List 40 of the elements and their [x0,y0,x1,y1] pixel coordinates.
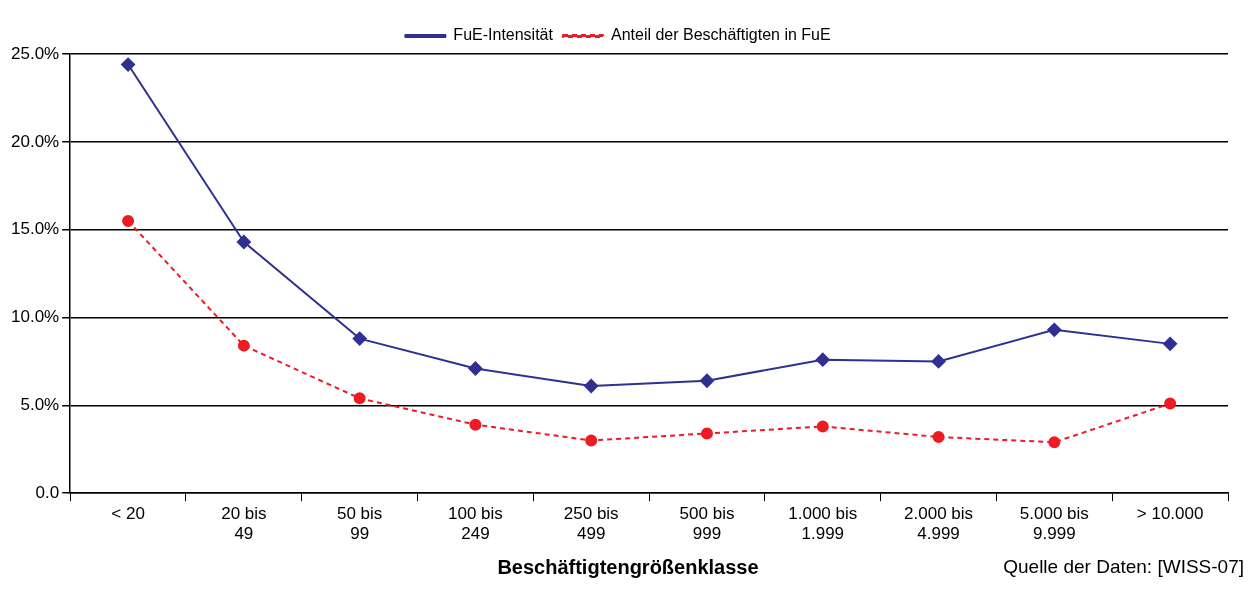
point [585,434,598,447]
point [1048,436,1061,449]
point [121,57,136,72]
x-tick-label: 100 bis 249 [448,504,503,544]
point [699,373,714,388]
point [816,420,829,433]
legend-label: Anteil der Beschäftigten in FuE [610,26,831,44]
point [815,352,830,367]
point [469,418,482,431]
point [931,354,946,369]
y-tick-label: 10.0% [11,307,60,327]
point [1047,322,1062,337]
point [700,427,713,440]
y-tick-label: 20.0% [11,131,60,151]
point [932,430,945,443]
point [353,392,366,405]
x-tick-label: 250 bis 499 [563,504,619,544]
x-tick-label: 2.000 bis 4.999 [904,504,974,544]
point [468,361,483,376]
point [1164,397,1177,410]
x-tick-label: > 10.000 [1136,504,1204,524]
x-tick-label: 5.000 bis 9.999 [1019,504,1089,544]
point [584,379,599,394]
point [352,331,367,346]
x-tick-label: 1.000 bis 1.999 [788,504,858,544]
point [1163,336,1178,351]
y-tick-label: 5.0% [20,395,60,415]
legend-label: FuE-Intensität [453,26,554,44]
point [122,214,135,227]
point [236,234,251,249]
x-tick-label: 20 bis 49 [221,504,267,544]
y-tick-label: 0.0 [35,482,60,502]
y-tick-label: 15.0% [11,219,60,239]
point [237,339,250,352]
y-tick-label: 25.0% [11,43,60,63]
source-note: Quelle der Daten: [WISS-07] [1003,556,1244,578]
x-tick-label: 50 bis 99 [336,504,383,544]
x-tick-label: < 20 [111,504,145,524]
x-tick-label: 500 bis 999 [679,504,735,544]
x-axis-title: Beschäftigtengrößenklasse [497,556,759,578]
